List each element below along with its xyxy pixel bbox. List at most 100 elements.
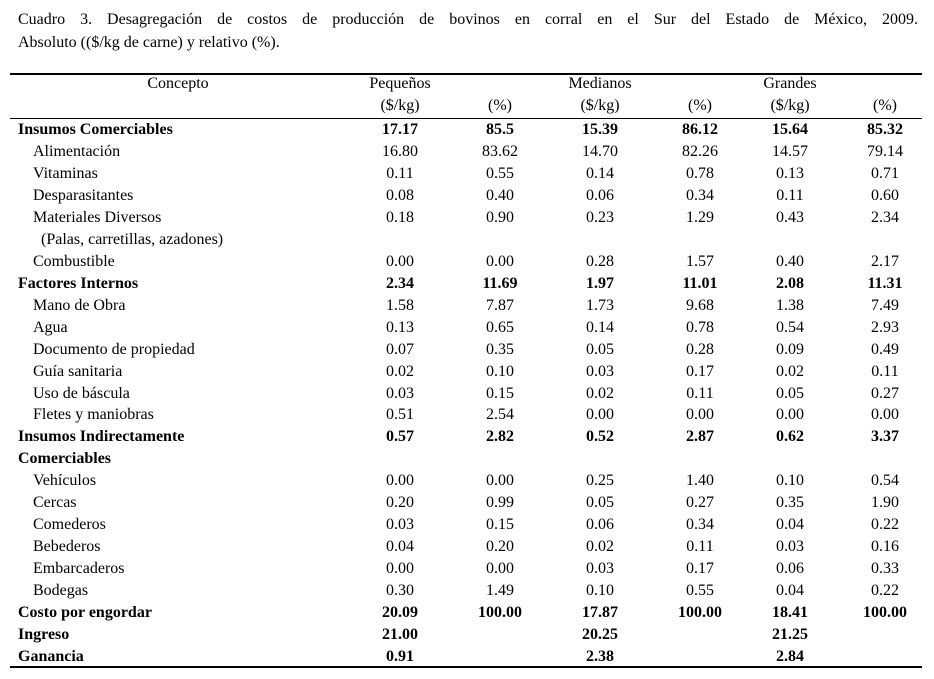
table-cell: 0.99 [486, 494, 514, 512]
table-cell: 0.05 [776, 384, 804, 402]
table-cell: 1.40 [686, 472, 714, 490]
table-cell: 0.06 [776, 560, 804, 578]
row-label: Materiales Diversos [33, 208, 162, 226]
table-cell: 79.14 [867, 142, 903, 160]
table-cell: 0.00 [586, 406, 614, 424]
row-label: Guía sanitaria [33, 362, 123, 380]
table-cell: 17.17 [382, 121, 418, 138]
table-cell: 0.09 [776, 340, 804, 358]
table-cell: 2.84 [776, 648, 804, 666]
table-cell: 0.03 [776, 538, 804, 556]
table-cell: 0.00 [776, 406, 804, 424]
table-cell: 0.27 [686, 494, 714, 512]
table-cell: 0.11 [386, 164, 414, 182]
table-cell: 0.03 [386, 516, 414, 534]
table-cell: 0.11 [776, 186, 804, 204]
row-label: Costo por engordar [18, 604, 152, 622]
table-cell: 0.54 [871, 472, 899, 490]
table-cell: 21.00 [382, 626, 418, 644]
row-label: Combustible [33, 252, 115, 270]
table-cell: 0.34 [686, 516, 714, 534]
table-cell: 0.13 [386, 318, 414, 336]
table-cell: 0.22 [871, 582, 899, 600]
table-cell: 1.97 [586, 274, 614, 292]
table-cell: 1.58 [386, 296, 414, 314]
table-cell: 0.00 [486, 252, 514, 270]
table-cell: 0.35 [776, 494, 804, 512]
table-cell: 2.82 [486, 428, 514, 446]
table-cell: 17.87 [582, 604, 618, 622]
table-cell: 2.38 [586, 648, 614, 666]
row-label: Alimentación [33, 142, 121, 160]
table-cell: 100.00 [863, 604, 907, 622]
header-rule [10, 118, 922, 119]
row-label: Vehículos [33, 472, 97, 490]
table-cell: 0.17 [686, 362, 714, 380]
table-cell: 0.03 [586, 362, 614, 380]
table-cell: 0.65 [486, 318, 514, 336]
table-cell: 0.54 [776, 318, 804, 336]
table-cell: 0.17 [686, 560, 714, 578]
row-label: Mano de Obra [33, 296, 126, 314]
caption-line-1: Cuadro 3. Desagregación de costos de pro… [18, 11, 918, 28]
table-cell: 85.5 [486, 121, 514, 138]
table-cell: 9.68 [686, 296, 714, 314]
table-cell: 11.01 [682, 274, 718, 292]
table-cell: 0.02 [776, 362, 804, 380]
table-cell: 0.30 [386, 582, 414, 600]
table-caption: Cuadro 3. Desagregación de costos de pro… [18, 8, 918, 54]
table-cell: 11.69 [482, 274, 518, 292]
row-label: Ingreso [18, 626, 70, 644]
header-subcolumn: (%) [873, 97, 897, 114]
header-subcolumn: (%) [688, 97, 712, 114]
table-cell: 85.32 [867, 121, 903, 138]
table-cell: 1.57 [686, 252, 714, 270]
table-cell: 0.57 [386, 428, 414, 446]
table-cell: 0.15 [486, 516, 514, 534]
table-cell: 0.34 [686, 186, 714, 204]
table-cell: 0.49 [871, 340, 899, 358]
table-cell: 3.37 [871, 428, 899, 446]
table-cell: 0.06 [586, 186, 614, 204]
row-label: Bodegas [33, 582, 89, 600]
table-cell: 1.73 [586, 296, 614, 314]
table-cell: 0.40 [776, 252, 804, 270]
table-cell: 2.08 [776, 274, 804, 292]
table-cell: 0.13 [776, 164, 804, 182]
table-cell: 0.08 [386, 186, 414, 204]
table-cell: 0.28 [586, 252, 614, 270]
table-cell: 0.03 [586, 560, 614, 578]
table-cell: 11.31 [867, 274, 903, 292]
header-group-grandes: Grandes [763, 75, 817, 92]
table-cell: 2.87 [686, 428, 714, 446]
table-cell: 0.00 [871, 406, 899, 424]
table-cell: 20.09 [382, 604, 418, 622]
row-label: Comederos [33, 516, 106, 534]
table-cell: 0.20 [386, 494, 414, 512]
table-cell: 1.49 [486, 582, 514, 600]
header-group-pequenos: Pequeños [369, 75, 431, 92]
table-cell: 0.02 [586, 384, 614, 402]
table-cell: 0.78 [686, 318, 714, 336]
table-cell: 0.00 [386, 560, 414, 578]
table-cell: 0.03 [386, 384, 414, 402]
row-label: Insumos Indirectamente [18, 428, 185, 446]
table-cell: 2.54 [486, 406, 514, 424]
table-cell: 0.11 [686, 384, 714, 402]
table-cell: 0.04 [776, 582, 804, 600]
table-cell: 0.71 [871, 164, 899, 182]
table-cell: 2.34 [871, 208, 899, 226]
table-cell: 7.87 [486, 296, 514, 314]
table-cell: 0.04 [776, 516, 804, 534]
table-cell: 0.90 [486, 208, 514, 226]
table-cell: 15.39 [582, 121, 618, 138]
row-label: Comerciables [18, 450, 112, 468]
row-label: Documento de propiedad [33, 340, 195, 358]
row-label: Bebederos [33, 538, 101, 556]
table-cell: 20.25 [582, 626, 618, 644]
table-cell: 7.49 [871, 296, 899, 314]
table-cell: 0.14 [586, 164, 614, 182]
table-cell: 2.93 [871, 318, 899, 336]
row-label: Cercas [33, 494, 77, 512]
table-cell: 0.51 [386, 406, 414, 424]
